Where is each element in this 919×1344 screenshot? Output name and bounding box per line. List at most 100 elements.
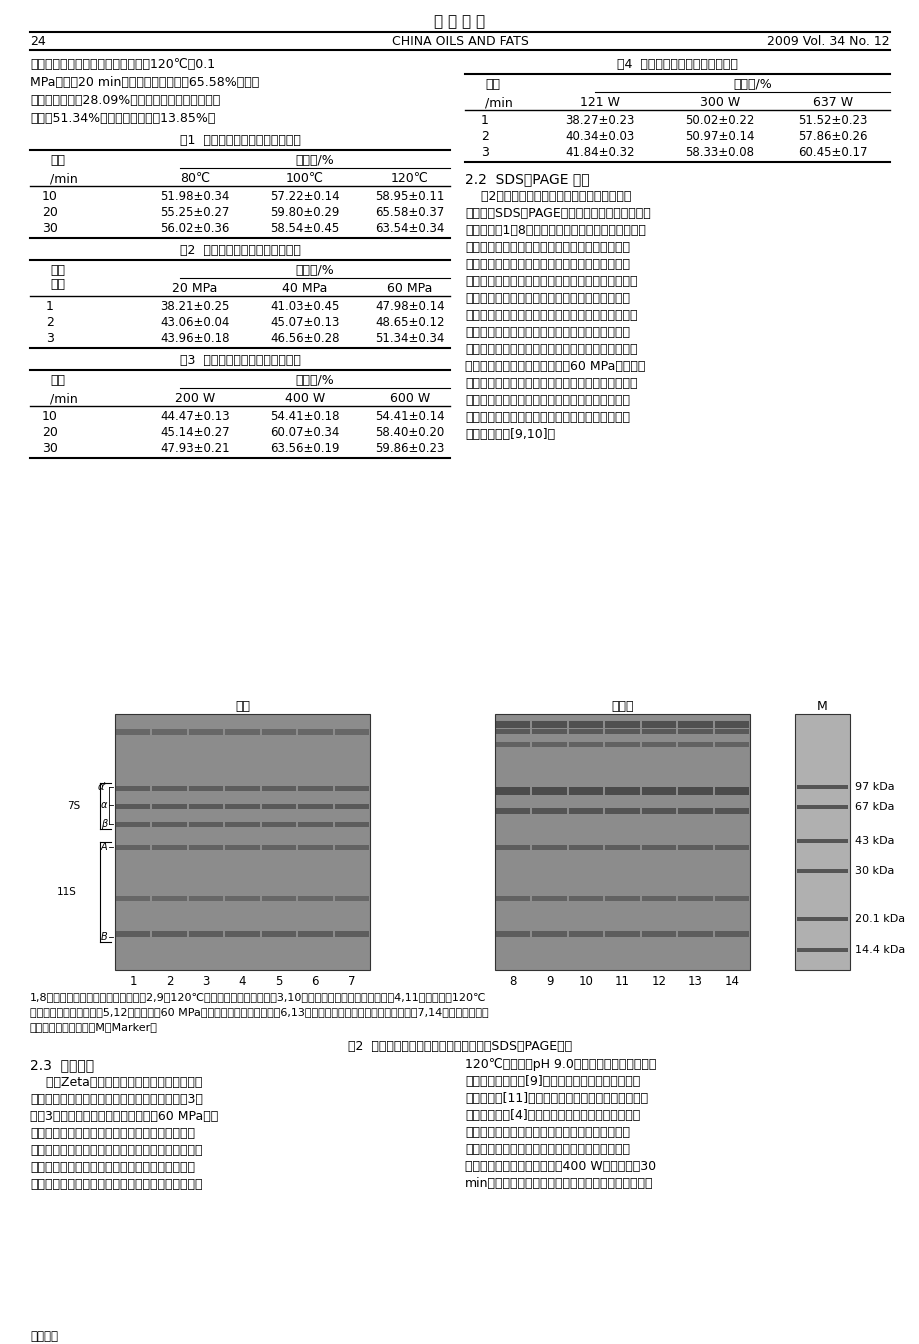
Text: 2.3  粒度分布: 2.3 粒度分布 [30, 1058, 94, 1073]
Text: 匀；胶体磨＋超声处理所得提取物粒径分布左移，粒: 匀；胶体磨＋超声处理所得提取物粒径分布左移，粒 [30, 1144, 202, 1157]
Text: 63.54±0.34: 63.54±0.34 [375, 222, 444, 235]
Text: 处理: 处理 [50, 263, 65, 277]
Text: 97 kDa: 97 kDa [854, 782, 893, 792]
Text: 分子物质的性能和状态，主要是机械性断键作用。: 分子物质的性能和状态，主要是机械性断键作用。 [464, 1142, 630, 1156]
Bar [495, 931, 530, 937]
Text: 高温大豆粕溶液在超声（功率400 W，处理时间30: 高温大豆粕溶液在超声（功率400 W，处理时间30 [464, 1160, 655, 1173]
Bar [298, 821, 332, 827]
Text: MPa）加热20 min，蛋白浸出率可达到65.58%，较未: MPa）加热20 min，蛋白浸出率可达到65.58%，较未 [30, 77, 259, 89]
Bar [116, 821, 151, 827]
Text: 1: 1 [46, 300, 54, 313]
Text: β: β [101, 818, 107, 829]
Text: 间或蛋白与多糖之间发生反应，生成相对分子质量: 间或蛋白与多糖之间发生反应，生成相对分子质量 [464, 411, 630, 423]
Text: 58.33±0.08: 58.33±0.08 [685, 146, 754, 159]
Bar [298, 896, 332, 900]
Text: 较大的聚合物[9,10]。: 较大的聚合物[9,10]。 [464, 427, 554, 441]
Text: 热处理所得提取物图谱，5,12为胶体磨＋60 MPa均质处理所得提取物图谱，6,13为胶体磨＋超声处理所得提取物图谱，7,14为胶体磨＋微波: 热处理所得提取物图谱，5,12为胶体磨＋60 MPa均质处理所得提取物图谱，6,… [30, 1007, 488, 1017]
Bar [153, 821, 187, 827]
Bar [261, 896, 296, 900]
Text: A: A [100, 843, 107, 852]
Text: 20 MPa: 20 MPa [172, 282, 218, 294]
Text: /min: /min [50, 392, 78, 405]
Bar [641, 896, 675, 900]
Bar [298, 728, 332, 735]
Text: 57.86±0.26: 57.86±0.26 [798, 130, 867, 142]
Text: 7S: 7S [67, 801, 80, 812]
Bar [188, 804, 223, 809]
Text: 2: 2 [46, 316, 54, 329]
Text: 200 W: 200 W [175, 392, 215, 405]
Text: 各组分的SDS－PAGE图谱。与未经任何处理的蛋: 各组分的SDS－PAGE图谱。与未经任何处理的蛋 [464, 207, 650, 220]
Text: 30: 30 [42, 442, 58, 456]
Text: 41.84±0.32: 41.84±0.32 [564, 146, 634, 159]
Text: 45.14±0.27: 45.14±0.27 [160, 426, 230, 439]
Bar [335, 896, 369, 900]
Text: 54.41±0.18: 54.41±0.18 [270, 410, 339, 423]
Text: /min: /min [484, 95, 512, 109]
Text: 9: 9 [545, 974, 553, 988]
Text: 7: 7 [347, 974, 355, 988]
Text: 5: 5 [275, 974, 282, 988]
Bar [495, 844, 530, 849]
Text: 处理所得提取物图谱，M为Marker。: 处理所得提取物图谱，M为Marker。 [30, 1021, 158, 1032]
Bar [225, 804, 259, 809]
Text: 14: 14 [723, 974, 739, 988]
Text: α: α [100, 800, 107, 810]
Text: 40.34±0.03: 40.34±0.03 [565, 130, 634, 142]
Bar [532, 730, 566, 734]
Text: 表1  加热处理对蛋白浸出率的影响: 表1 加热处理对蛋白浸出率的影响 [179, 134, 301, 146]
Bar [116, 728, 151, 735]
Bar [115, 714, 369, 970]
Text: 24: 24 [30, 35, 46, 48]
Text: 47.98±0.14: 47.98±0.14 [375, 300, 444, 313]
Bar [605, 931, 639, 937]
Bar [796, 839, 847, 843]
Text: 54.41±0.14: 54.41±0.14 [375, 410, 444, 423]
Text: 600 W: 600 W [390, 392, 430, 405]
Text: M: M [816, 700, 827, 714]
Bar [153, 931, 187, 937]
Text: 浸出率/%: 浸出率/% [295, 374, 334, 387]
Bar [225, 931, 259, 937]
Text: 637 W: 637 W [812, 95, 852, 109]
Text: 表4  微波处理对蛋白浸出率的影响: 表4 微波处理对蛋白浸出率的影响 [617, 58, 737, 71]
Bar [714, 786, 748, 794]
Text: 1: 1 [130, 974, 137, 988]
Bar [188, 896, 223, 900]
Text: 3: 3 [202, 974, 210, 988]
Text: 表2  均质处理对蛋白浸出率的影响: 表2 均质处理对蛋白浸出率的影响 [179, 245, 301, 257]
Text: 成较小粒径的颗粒[9]，且大豆粕中的一些成分可能: 成较小粒径的颗粒[9]，且大豆粕中的一些成分可能 [464, 1075, 640, 1089]
Text: 时间: 时间 [50, 155, 65, 167]
Text: α': α' [98, 782, 107, 792]
Bar [605, 844, 639, 849]
Bar [335, 844, 369, 849]
Bar [153, 896, 187, 900]
Text: 阻止其聚集[11]；对于均质处理，高的剪切力可破碎: 阻止其聚集[11]；对于均质处理，高的剪切力可破碎 [464, 1091, 647, 1105]
Text: 提取物中，除了在浓缩胶顶部有条带，在分离胶上方: 提取物中，除了在浓缩胶顶部有条带，在分离胶上方 [464, 343, 637, 356]
Text: 38.27±0.23: 38.27±0.23 [564, 114, 634, 126]
Text: 万方数据: 万方数据 [30, 1331, 58, 1343]
Text: 50.02±0.22: 50.02±0.22 [685, 114, 754, 126]
Bar [641, 931, 675, 937]
Text: 11: 11 [614, 974, 630, 988]
Bar [568, 720, 603, 727]
Bar [532, 808, 566, 814]
Bar [605, 742, 639, 747]
Bar [796, 917, 847, 921]
Text: 58.40±0.20: 58.40±0.20 [375, 426, 444, 439]
Text: 56.02±0.36: 56.02±0.36 [160, 222, 230, 235]
Text: 明显的条带出现，说明二硫键对聚集贡献较大。在: 明显的条带出现，说明二硫键对聚集贡献较大。在 [464, 258, 630, 271]
Text: 1: 1 [481, 114, 488, 126]
Text: 白提取物（1，8泳道）图谱相比，各种物理手段处理: 白提取物（1，8泳道）图谱相比，各种物理手段处理 [464, 224, 645, 237]
Text: 59.80±0.29: 59.80±0.29 [270, 206, 339, 219]
Text: 3: 3 [46, 332, 54, 345]
Bar [532, 786, 566, 794]
Text: 100℃: 100℃ [286, 172, 323, 185]
Bar [532, 931, 566, 937]
Bar [568, 786, 603, 794]
Bar [677, 808, 712, 814]
Text: 51.52±0.23: 51.52±0.23 [798, 114, 867, 126]
Bar [677, 742, 712, 747]
Bar [641, 720, 675, 727]
Bar [605, 896, 639, 900]
